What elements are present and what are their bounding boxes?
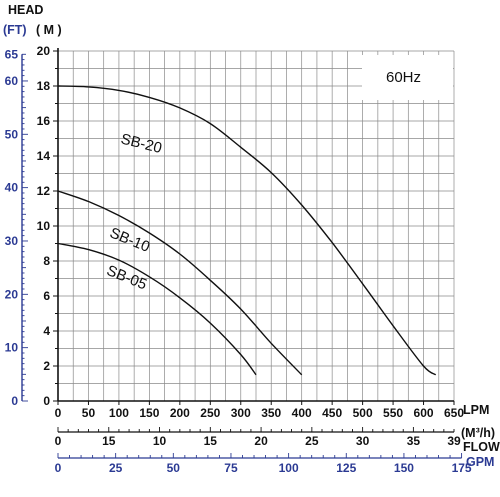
x-tick-label-m3h: 20 xyxy=(254,434,268,448)
y-tick-label-ft: 0 xyxy=(11,394,18,408)
y-tick-label-m: 8 xyxy=(43,254,50,268)
x-tick-label-m3h: 39 xyxy=(447,434,461,448)
y-axis-ft: 0 10 20 30 40 50 60 65 xyxy=(5,47,28,408)
x-axis-flow-label: FLOW xyxy=(463,440,500,454)
y-tick-label-m: 14 xyxy=(37,149,51,163)
x-tick-label-lpm: 600 xyxy=(414,406,434,420)
y-tick-label-m: 4 xyxy=(43,324,50,338)
x-tick-label-lpm: 300 xyxy=(231,406,251,420)
x-tick-label-m3h: 15 xyxy=(102,434,116,448)
x-tick-label-gpm: 125 xyxy=(336,461,356,475)
x-tick-label-m3h: 10 xyxy=(153,434,167,448)
y-tick-label-m: 10 xyxy=(37,219,51,233)
x-tick-label-lpm: 350 xyxy=(261,406,281,420)
x-tick-label-lpm: 0 xyxy=(55,406,62,420)
y-tick-label-ft: 40 xyxy=(5,181,19,195)
curve-sb-05 xyxy=(57,242,257,376)
performance-curves: SB-20 SB-10 SB-05 xyxy=(57,85,437,376)
x-axis-m3h: 0 15 10 15 20 25 30 35 39 xyxy=(55,427,461,448)
x-tick-label-m3h: 25 xyxy=(305,434,319,448)
x-tick-label-gpm: 50 xyxy=(167,461,181,475)
x-axis-lpm: 0 50 100 150 200 250 300 350 400 450 500 550 600 650 xyxy=(55,401,464,420)
x-tick-label-lpm: 50 xyxy=(82,406,96,420)
x-axis-unit-m3h: (M³/h) xyxy=(461,426,495,440)
plot-frame xyxy=(57,48,454,402)
curve-label-sb-20: SB-20 xyxy=(119,130,164,157)
y-tick-label-m: 16 xyxy=(37,114,51,128)
x-tick-label-gpm: 150 xyxy=(394,461,414,475)
x-tick-label-lpm: 550 xyxy=(383,406,403,420)
x-tick-label-gpm: 100 xyxy=(279,461,299,475)
x-tick-label-lpm: 200 xyxy=(170,406,190,420)
curve-sb-10 xyxy=(57,190,303,376)
y-tick-label-m: 12 xyxy=(37,184,51,198)
x-tick-label-gpm: 75 xyxy=(224,461,238,475)
frequency-box xyxy=(362,55,453,100)
y-tick-label-ft: 50 xyxy=(5,127,19,141)
x-tick-label-lpm: 100 xyxy=(109,406,129,420)
y-axis-m: 0 2 4 6 8 10 12 14 16 18 20 xyxy=(37,44,58,408)
y-tick-label-ft: 20 xyxy=(5,287,19,301)
x-tick-label-gpm: 25 xyxy=(109,461,123,475)
curve-sb-20 xyxy=(57,85,437,376)
y-tick-label-ft: 30 xyxy=(5,234,19,248)
y-tick-label-m: 20 xyxy=(37,44,51,58)
y-tick-label-ft: 60 xyxy=(5,74,19,88)
y-axis-unit-m: ( M ) xyxy=(36,23,62,37)
x-tick-label-m3h: 15 xyxy=(204,434,218,448)
x-tick-label-lpm: 500 xyxy=(353,406,373,420)
frequency-label: 60Hz xyxy=(386,69,421,86)
x-axis-unit-lpm: LPM xyxy=(463,403,489,417)
y-axis-title: HEAD xyxy=(8,3,43,17)
x-tick-label-lpm: 250 xyxy=(200,406,220,420)
x-tick-label-lpm: 400 xyxy=(292,406,312,420)
curve-label-sb-05: SB-05 xyxy=(104,262,149,293)
y-tick-label-m: 2 xyxy=(43,359,50,373)
y-tick-label-m: 18 xyxy=(37,79,51,93)
x-axis-unit-gpm: GPM xyxy=(466,455,494,469)
x-tick-label-m3h: 35 xyxy=(407,434,421,448)
y-tick-label-ft: 10 xyxy=(5,341,19,355)
x-tick-label-gpm: 0 xyxy=(55,461,62,475)
x-tick-label-m3h: 30 xyxy=(356,434,370,448)
y-tick-label-ft: 65 xyxy=(5,47,19,61)
x-tick-label-lpm: 650 xyxy=(444,406,464,420)
x-tick-label-gpm: 175 xyxy=(452,461,472,475)
y-axis-unit-ft: (FT) xyxy=(3,23,27,37)
x-tick-label-lpm: 450 xyxy=(322,406,342,420)
y-tick-label-m: 0 xyxy=(43,394,50,408)
x-tick-label-lpm: 150 xyxy=(139,406,159,420)
x-axis-gpm: 0 25 50 75 100 125 150 175 xyxy=(55,453,472,475)
y-tick-label-m: 6 xyxy=(43,289,50,303)
x-tick-label-m3h: 0 xyxy=(55,434,62,448)
curve-label-sb-10: SB-10 xyxy=(107,225,152,256)
